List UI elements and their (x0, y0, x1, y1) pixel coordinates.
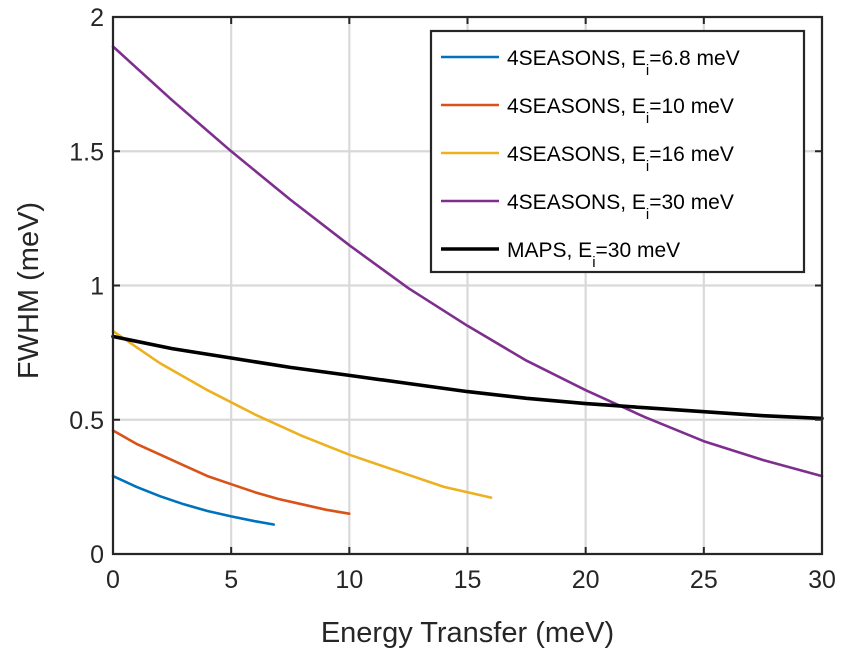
y-tick-label: 1.5 (69, 138, 104, 166)
legend-label: 4SEASONS, Ei=30 meV (507, 191, 734, 223)
y-axis-label: FWHM (meV) (13, 202, 45, 379)
x-tick-label: 0 (106, 566, 120, 594)
legend-label: 4SEASONS, Ei=10 meV (507, 95, 734, 127)
tick-labels: 0 5 10 15 20 25 30 0 0.5 1 1.5 2 (69, 4, 836, 594)
x-tick-label: 15 (454, 566, 482, 594)
y-tick-label: 0 (90, 541, 104, 569)
series-line (111, 474, 276, 526)
series-line (111, 329, 493, 499)
series-line (111, 334, 824, 421)
legend-label: 4SEASONS, Ei=6.8 meV (507, 47, 740, 79)
plot-series (111, 45, 824, 526)
y-tick-label: 2 (90, 4, 104, 32)
x-tick-label: 20 (572, 566, 600, 594)
y-tick-label: 1 (90, 273, 104, 301)
x-axis-label: Energy Transfer (meV) (321, 617, 614, 649)
ticks (112, 16, 823, 555)
series-line (111, 429, 351, 516)
legend-label: 4SEASONS, Ei=16 meV (507, 143, 734, 175)
series-line (111, 45, 824, 478)
legend-label: MAPS, Ei=30 meV (507, 239, 680, 271)
x-tick-label: 25 (690, 566, 718, 594)
x-tick-label: 30 (808, 566, 836, 594)
x-tick-label: 5 (224, 566, 238, 594)
legend-box (429, 29, 806, 274)
y-tick-label: 0.5 (69, 407, 104, 435)
legend: 4SEASONS, Ei=6.8 meV 4SEASONS, Ei=10 meV 4… (429, 29, 806, 274)
x-tick-label: 10 (335, 566, 363, 594)
